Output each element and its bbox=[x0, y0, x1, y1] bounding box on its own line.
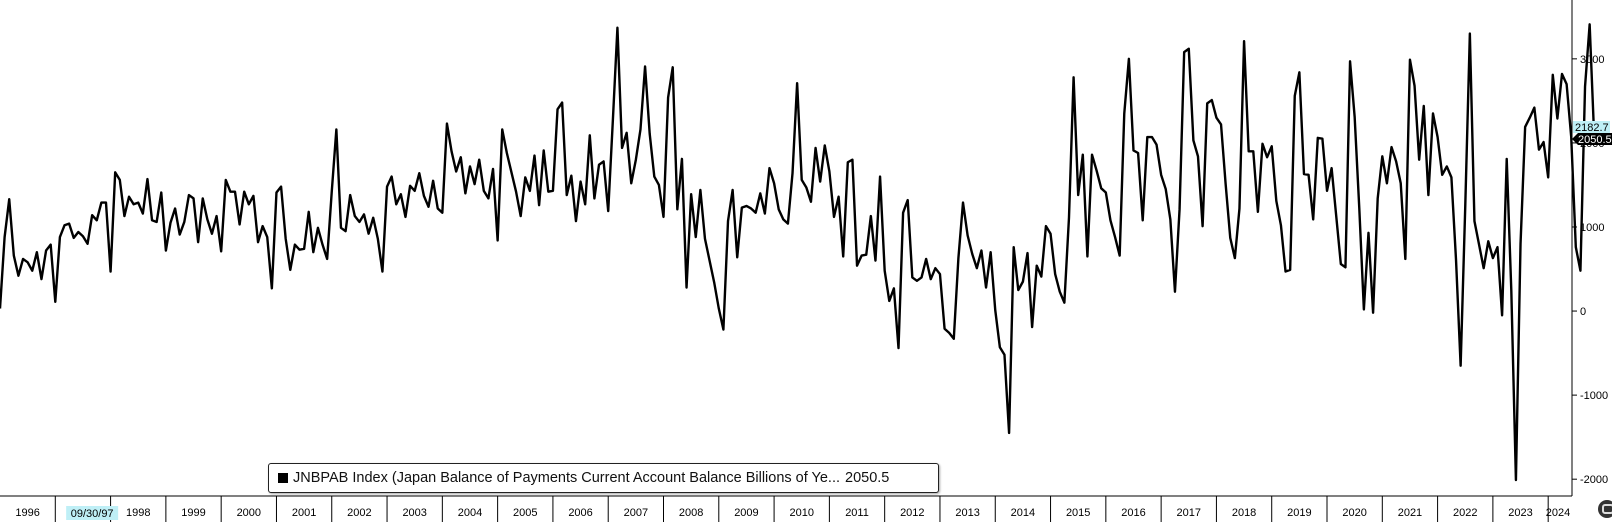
x-tick-label: 1999 bbox=[181, 507, 205, 519]
x-tick-label: 2000 bbox=[237, 507, 261, 519]
x-tick-label: 2022 bbox=[1453, 507, 1477, 519]
legend-last-value: 2050.5 bbox=[845, 470, 890, 486]
x-tick-label: 2016 bbox=[1121, 507, 1145, 519]
previous-value-tag: 2182.7 bbox=[1575, 122, 1609, 134]
y-tick-label: 0 bbox=[1580, 306, 1586, 318]
x-tick-label: 2023 bbox=[1508, 507, 1532, 519]
legend-series-name: JNBPAB Index (Japan Balance of Payments … bbox=[293, 470, 841, 486]
x-tick-label: 2002 bbox=[347, 507, 371, 519]
x-axis-ticks: 1996199719981999200020012002200320042005… bbox=[15, 496, 1570, 522]
highlight-date-bg bbox=[66, 506, 119, 520]
window-icon bbox=[1602, 504, 1612, 514]
x-tick-label: 2012 bbox=[900, 507, 924, 519]
series-group bbox=[0, 23, 1596, 482]
x-tick-label: 1996 bbox=[15, 507, 39, 519]
x-tick-label: 2020 bbox=[1342, 507, 1366, 519]
chart-options-button[interactable] bbox=[1598, 500, 1612, 518]
x-tick-label: 2008 bbox=[679, 507, 703, 519]
x-tick-label: 2024 bbox=[1546, 507, 1570, 519]
y-axis-ticks: -2000-10000100020003000 bbox=[1572, 54, 1608, 486]
series-line bbox=[0, 23, 1596, 482]
x-tick-label: 2017 bbox=[1177, 507, 1201, 519]
x-tick-label: 2015 bbox=[1066, 507, 1090, 519]
x-tick-label: 2006 bbox=[568, 507, 592, 519]
y-tick-label: 3000 bbox=[1580, 54, 1604, 66]
x-tick-label: 2003 bbox=[402, 507, 426, 519]
highlight-date-label: 09/30/97 bbox=[71, 508, 114, 520]
y-tick-label: -1000 bbox=[1580, 390, 1608, 402]
x-tick-label: 2014 bbox=[1011, 507, 1035, 519]
x-tick-label: 1998 bbox=[126, 507, 150, 519]
x-tick-label: 2011 bbox=[845, 507, 869, 519]
y-tick-label: -2000 bbox=[1580, 474, 1608, 486]
x-tick-label: 2010 bbox=[789, 507, 813, 519]
last-value-tag-bg bbox=[1572, 133, 1612, 145]
previous-value-tag-bg bbox=[1573, 121, 1610, 133]
y-tick-label: 1000 bbox=[1580, 222, 1604, 234]
x-tick-label: 2009 bbox=[734, 507, 758, 519]
x-tick-label: 2018 bbox=[1232, 507, 1256, 519]
x-tick-label: 2019 bbox=[1287, 507, 1311, 519]
legend[interactable]: JNBPAB Index (Japan Balance of Payments … bbox=[268, 463, 939, 493]
x-tick-label: 2004 bbox=[458, 507, 482, 519]
last-value-tag: 2050.5 bbox=[1578, 134, 1612, 146]
x-tick-label: 2001 bbox=[292, 507, 316, 519]
x-tick-label: 2005 bbox=[513, 507, 537, 519]
x-tick-label: 2007 bbox=[624, 507, 648, 519]
x-tick-label: 2013 bbox=[955, 507, 979, 519]
x-tick-label: 2021 bbox=[1398, 507, 1422, 519]
legend-swatch bbox=[278, 473, 288, 483]
value-tags: 2182.7 2050.5 bbox=[1572, 121, 1612, 146]
